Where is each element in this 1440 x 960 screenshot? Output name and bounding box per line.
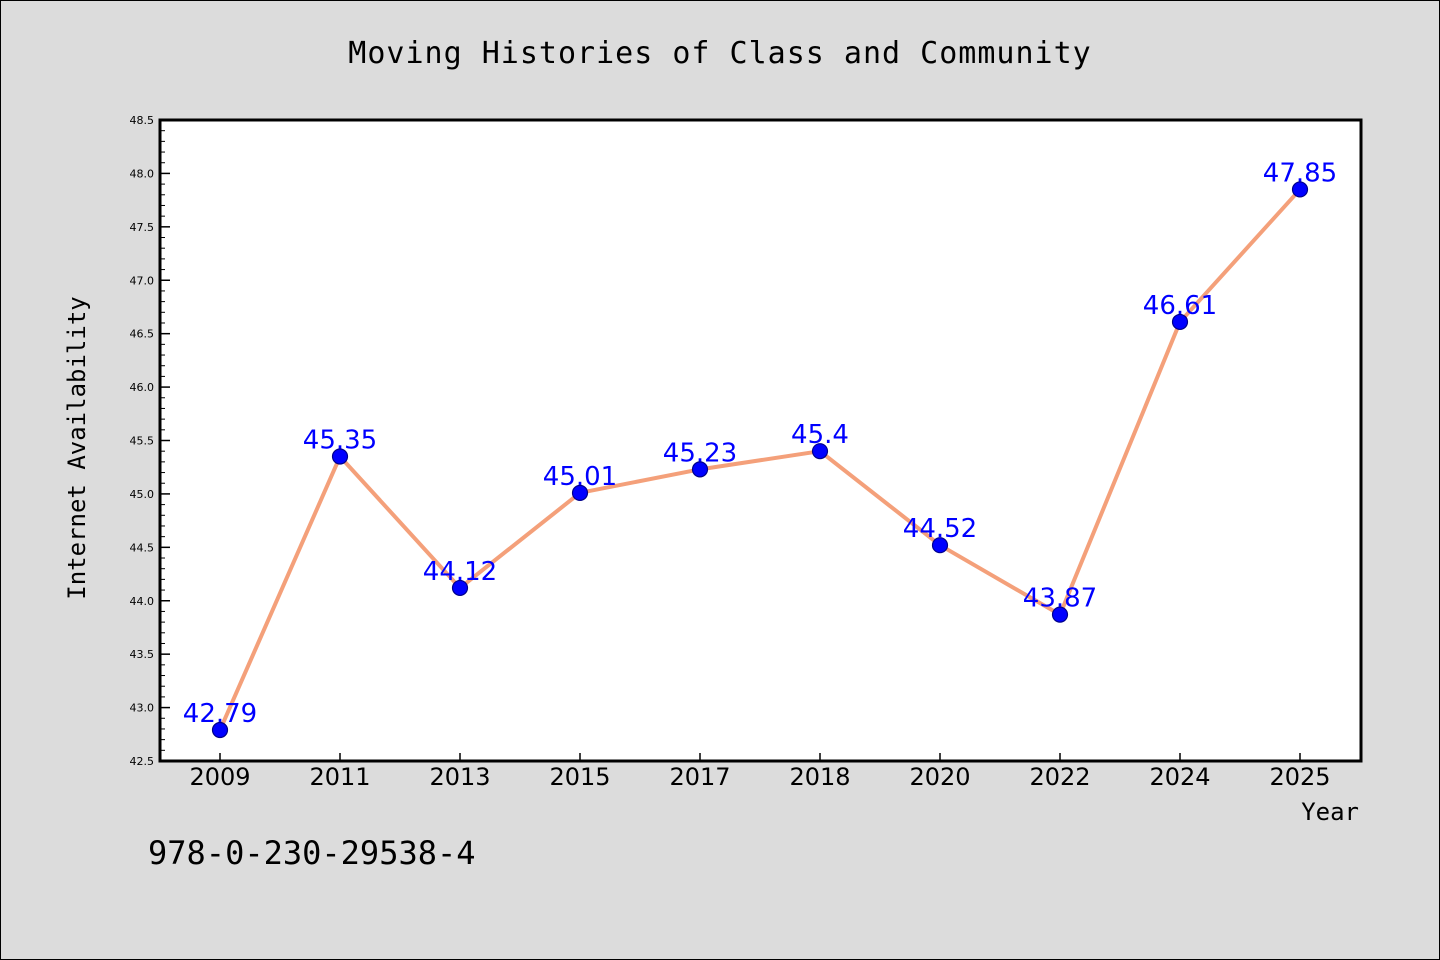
x-tick-label: 2018 [789, 763, 850, 791]
data-point [331, 448, 349, 465]
data-point [211, 721, 229, 739]
data-label: 43.87 [1023, 584, 1097, 614]
data-point [1171, 313, 1189, 331]
data-label: 45.23 [663, 438, 737, 468]
x-tick-label: 2017 [669, 763, 730, 791]
y-tick-label: 44.0 [130, 595, 155, 608]
x-tick-label: 2020 [909, 763, 970, 791]
x-tick-label: 2025 [1269, 763, 1330, 791]
y-tick-label: 45.0 [130, 488, 155, 501]
data-point [571, 484, 589, 501]
data-point [451, 579, 469, 597]
data-point [1051, 606, 1069, 623]
x-axis: 2009 2011 2013 2015 2017 2018 2020 2022 2024 2025 [189, 753, 1331, 791]
x-axis-label: Year [1301, 798, 1359, 826]
data-point [811, 443, 829, 460]
y-tick-label: 46.0 [130, 381, 155, 394]
data-point [691, 461, 709, 478]
y-tick-label: 47.5 [130, 221, 155, 234]
x-tick-label: 2022 [1029, 763, 1090, 791]
data-point [1291, 181, 1309, 198]
x-tick-label: 2011 [309, 763, 370, 791]
y-tick-label: 48.0 [130, 167, 155, 180]
chart-title: Moving Histories of Class and Community [348, 36, 1091, 71]
x-tick-label: 2015 [549, 763, 610, 791]
x-tick-label: 2013 [429, 763, 490, 791]
y-tick-label: 42.5 [130, 755, 155, 768]
x-tick-label: 2009 [189, 763, 250, 791]
data-label: 42.79 [183, 699, 257, 729]
y-tick-label: 48.5 [130, 114, 155, 127]
y-tick-label: 44.5 [130, 541, 155, 554]
y-axis-label: Internet Availability [63, 296, 91, 599]
data-label: 44.52 [903, 514, 977, 544]
series-line [218, 188, 1302, 731]
y-axis: 42.5 43.0 43.5 44.0 44.5 45.0 45.5 46.0 46.5 47.0… [130, 114, 170, 768]
y-tick-label: 43.5 [130, 648, 155, 661]
x-tick-label: 2024 [1149, 763, 1210, 791]
y-tick-label: 46.5 [130, 328, 155, 341]
plot-area [160, 120, 1361, 761]
data-label: 45.4 [791, 420, 849, 450]
data-label: 46.61 [1143, 291, 1217, 321]
data-label: 47.85 [1263, 158, 1337, 188]
y-tick-label: 47.0 [130, 274, 155, 287]
data-label: 45.35 [303, 426, 377, 456]
isbn-text: 978-0-230-29538-4 [148, 834, 476, 872]
y-tick-label: 45.5 [130, 435, 155, 448]
data-label: 45.01 [543, 462, 617, 492]
data-point [931, 537, 949, 554]
y-tick-label: 43.0 [130, 702, 155, 715]
data-label: 44.12 [423, 557, 497, 587]
series-layer: 42.79 45.35 44.12 45.01 45.23 45.4 44.52 43.87 4… [183, 158, 1337, 739]
